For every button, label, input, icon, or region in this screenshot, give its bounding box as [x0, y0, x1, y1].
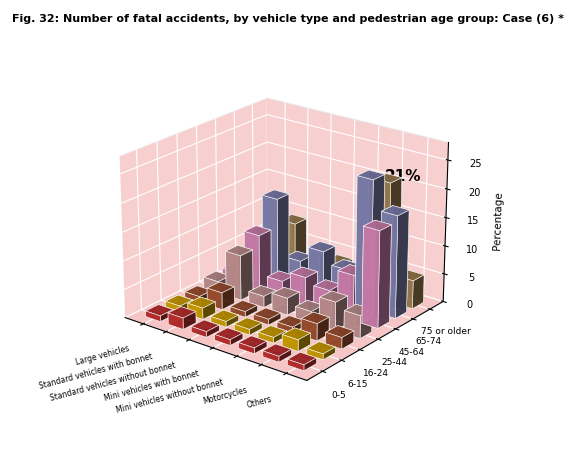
Text: Fig. 32: Number of fatal accidents, by vehicle type and pedestrian age group: Ca: Fig. 32: Number of fatal accidents, by v…: [12, 14, 563, 24]
